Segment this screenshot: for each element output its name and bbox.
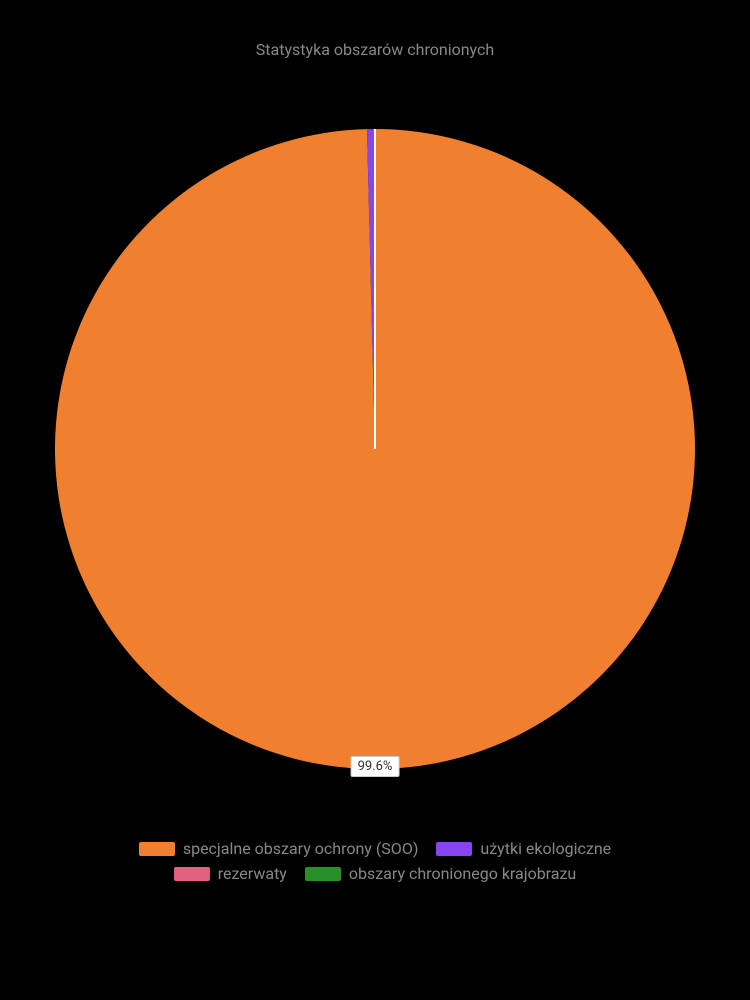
legend-swatch-1 xyxy=(436,842,472,856)
legend-item-3: obszary chronionego krajobrazu xyxy=(305,864,576,883)
legend-swatch-0 xyxy=(139,842,175,856)
legend-swatch-2 xyxy=(174,867,210,881)
legend-swatch-3 xyxy=(305,867,341,881)
legend-label-1: użytki ekologiczne xyxy=(480,839,611,858)
legend-row-1: rezerwaty obszary chronionego krajobrazu xyxy=(174,864,577,883)
legend: specjalne obszary ochrony (SOO) użytki ek… xyxy=(139,839,611,883)
legend-label-2: rezerwaty xyxy=(218,864,287,883)
pie-chart: 99.6% xyxy=(55,129,695,769)
legend-item-1: użytki ekologiczne xyxy=(436,839,611,858)
legend-label-0: specjalne obszary ochrony (SOO) xyxy=(183,839,419,858)
legend-item-0: specjalne obszary ochrony (SOO) xyxy=(139,839,419,858)
pie-svg xyxy=(55,129,695,769)
legend-item-2: rezerwaty xyxy=(174,864,287,883)
legend-label-3: obszary chronionego krajobrazu xyxy=(349,864,576,883)
legend-row-0: specjalne obszary ochrony (SOO) użytki ek… xyxy=(139,839,611,858)
chart-title: Statystyka obszarów chronionych xyxy=(256,40,494,59)
slice-label-main: 99.6% xyxy=(351,756,400,777)
